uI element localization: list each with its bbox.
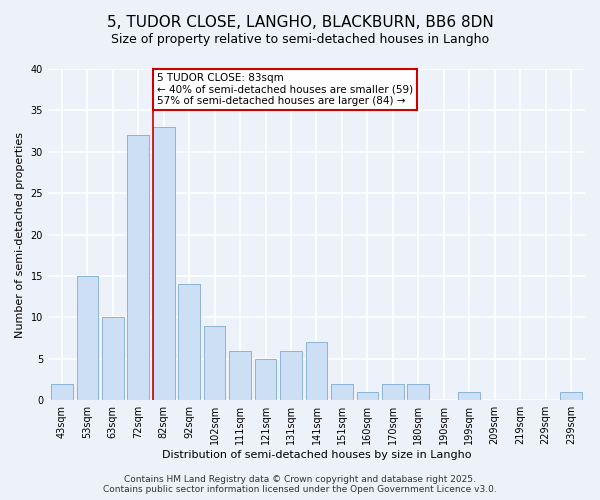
Bar — [229, 350, 251, 400]
Bar — [560, 392, 582, 400]
Bar — [407, 384, 429, 400]
Bar — [178, 284, 200, 400]
Text: Size of property relative to semi-detached houses in Langho: Size of property relative to semi-detach… — [111, 32, 489, 46]
Bar — [77, 276, 98, 400]
Bar — [331, 384, 353, 400]
Text: 5 TUDOR CLOSE: 83sqm
← 40% of semi-detached houses are smaller (59)
57% of semi-: 5 TUDOR CLOSE: 83sqm ← 40% of semi-detac… — [157, 73, 413, 106]
Bar — [382, 384, 404, 400]
Text: 5, TUDOR CLOSE, LANGHO, BLACKBURN, BB6 8DN: 5, TUDOR CLOSE, LANGHO, BLACKBURN, BB6 8… — [107, 15, 493, 30]
Bar — [255, 359, 277, 400]
Bar — [127, 135, 149, 400]
Bar — [305, 342, 327, 400]
Bar — [153, 127, 175, 400]
Bar — [356, 392, 378, 400]
Bar — [458, 392, 480, 400]
Text: Contains HM Land Registry data © Crown copyright and database right 2025.: Contains HM Land Registry data © Crown c… — [124, 475, 476, 484]
Text: Contains public sector information licensed under the Open Government Licence v3: Contains public sector information licen… — [103, 485, 497, 494]
Bar — [204, 326, 226, 400]
X-axis label: Distribution of semi-detached houses by size in Langho: Distribution of semi-detached houses by … — [162, 450, 471, 460]
Y-axis label: Number of semi-detached properties: Number of semi-detached properties — [15, 132, 25, 338]
Bar — [280, 350, 302, 400]
Bar — [51, 384, 73, 400]
Bar — [102, 318, 124, 400]
